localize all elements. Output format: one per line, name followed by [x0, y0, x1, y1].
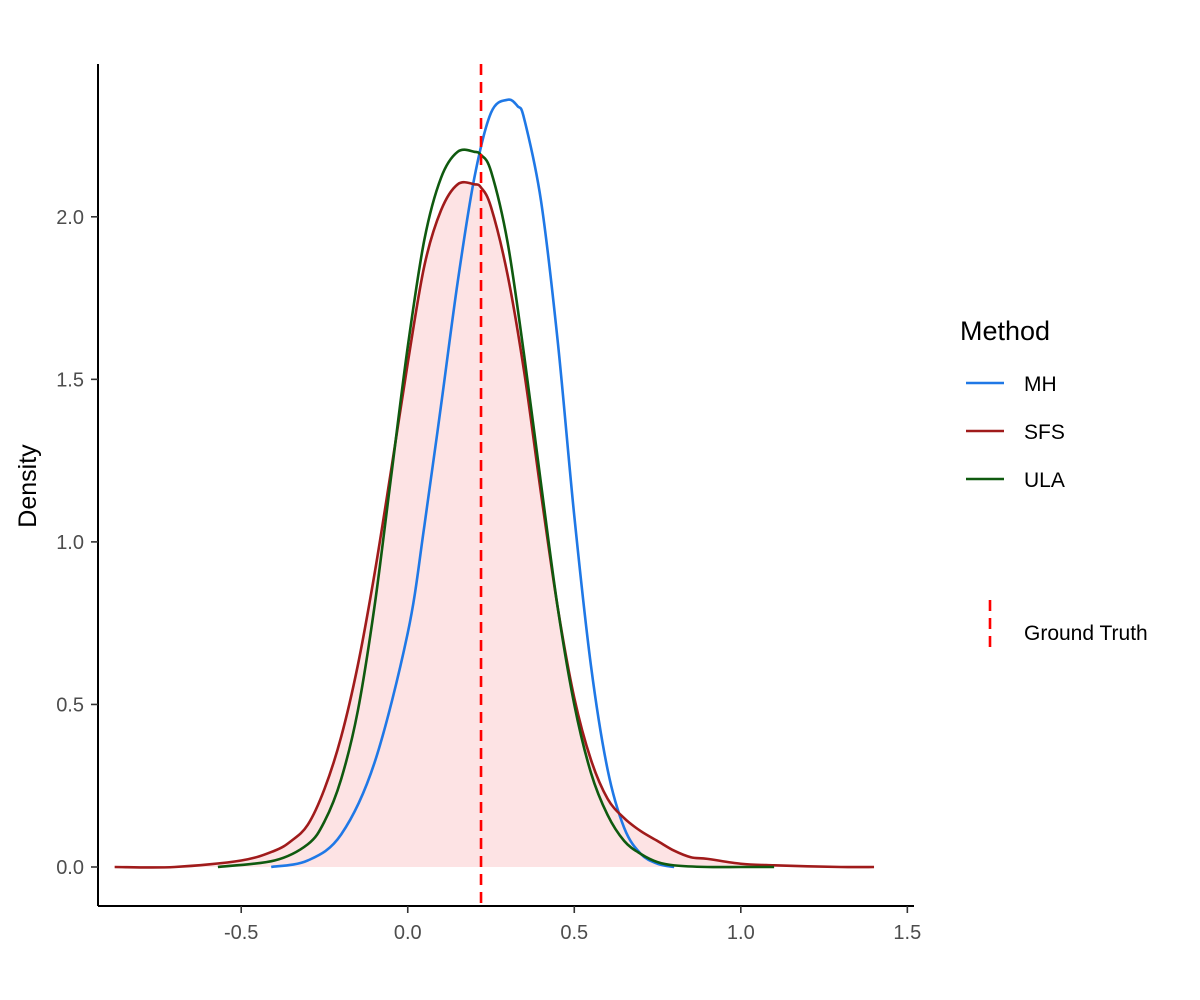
legend-label-ula: ULA	[1024, 469, 1065, 492]
line-ula	[217, 148, 775, 869]
x-tick-label: 0.0	[394, 922, 422, 944]
y-tick-label: 0.5	[56, 694, 84, 716]
area-sfs	[114, 182, 875, 868]
y-axis-title: Density	[14, 444, 42, 528]
legend: Method MH SFS ULA Ground Truth	[960, 316, 1148, 650]
legend-label-ground-truth: Ground Truth	[1024, 622, 1148, 645]
axes: -0.5 0.0 0.5 1.0 1.5 0.0 0.5 1.0 1.5 2.0	[56, 64, 921, 944]
x-tick-label: -0.5	[224, 922, 258, 944]
y-tick-label: 1.5	[56, 369, 84, 391]
x-tick-label: 1.5	[893, 922, 921, 944]
chart-marks	[114, 64, 875, 906]
x-tick-label: 1.0	[727, 922, 755, 944]
y-tick-label: 1.0	[56, 532, 84, 554]
line-sfs	[114, 180, 875, 869]
legend-title: Method	[960, 316, 1050, 346]
legend-label-mh: MH	[1024, 373, 1057, 396]
y-tick-label: 0.0	[56, 857, 84, 879]
x-tick-label: 0.5	[560, 922, 588, 944]
legend-label-sfs: SFS	[1024, 421, 1065, 444]
line-mh	[270, 98, 675, 869]
y-tick-label: 2.0	[56, 207, 84, 229]
